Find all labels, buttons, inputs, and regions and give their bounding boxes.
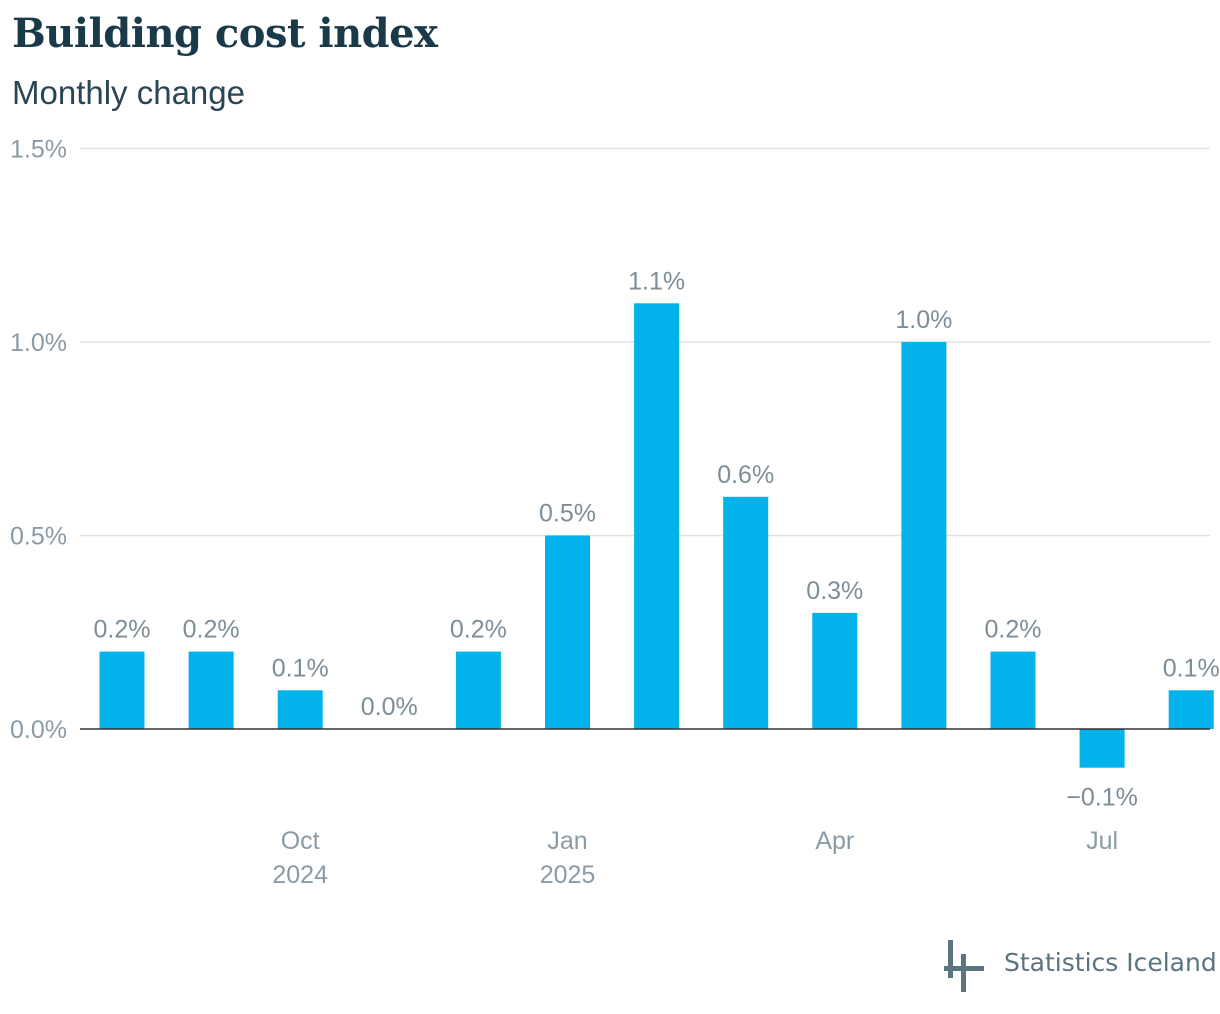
y-tick-label: 1.5% xyxy=(10,136,67,164)
brand-name: Statistics Iceland xyxy=(1004,948,1217,977)
chart-title: Building cost index xyxy=(12,10,438,57)
statistics-iceland-logo: Statistics Iceland xyxy=(944,938,1217,994)
bar xyxy=(723,496,769,729)
x-tick-label: Jul xyxy=(1086,827,1118,855)
y-tick-label: 0.5% xyxy=(10,523,67,551)
data-label: 0.2% xyxy=(450,616,507,644)
x-tick-label: Oct xyxy=(281,827,320,855)
bar xyxy=(188,651,234,729)
bar xyxy=(99,651,145,729)
chart-subtitle: Monthly change xyxy=(12,74,245,111)
data-label: 0.0% xyxy=(361,693,418,721)
bar xyxy=(1079,729,1125,768)
data-label: 1.1% xyxy=(628,267,685,295)
data-label: 0.3% xyxy=(806,577,863,605)
bars xyxy=(99,303,1214,768)
axes: 0.0% 0.5% 1.0% 1.5% Oct 2024 Jan 2025 Apr Jul xyxy=(10,136,1118,890)
data-label: 0.6% xyxy=(717,461,774,489)
data-label: −0.1% xyxy=(1066,784,1138,812)
bar xyxy=(990,651,1036,729)
x-tick-label: Apr xyxy=(815,827,854,855)
bar xyxy=(545,535,590,729)
bar xyxy=(812,612,858,729)
data-label: 0.2% xyxy=(183,616,240,644)
bar xyxy=(1168,690,1214,729)
y-tick-label: 1.0% xyxy=(10,329,67,357)
data-label: 0.2% xyxy=(985,616,1042,644)
x-tick-year-label: 2025 xyxy=(540,861,596,889)
data-label: 0.1% xyxy=(1163,654,1220,682)
x-tick-year-label: 2024 xyxy=(272,861,328,889)
bar xyxy=(455,651,501,729)
bar xyxy=(901,342,947,729)
statistics-iceland-logo-icon xyxy=(944,940,984,992)
data-label: 0.5% xyxy=(539,500,596,528)
x-tick-label: Jan xyxy=(547,827,587,855)
data-label: 0.1% xyxy=(272,654,329,682)
bar xyxy=(277,690,323,729)
y-tick-label: 0.0% xyxy=(10,716,67,744)
data-label: 0.2% xyxy=(94,616,151,644)
data-labels: 0.2% 0.2% 0.1% 0.0% 0.2% 0.5% 1.1% 0.6% 0.3% 1.0%… xyxy=(94,267,1220,811)
bar xyxy=(634,303,680,729)
data-label: 1.0% xyxy=(895,306,952,334)
